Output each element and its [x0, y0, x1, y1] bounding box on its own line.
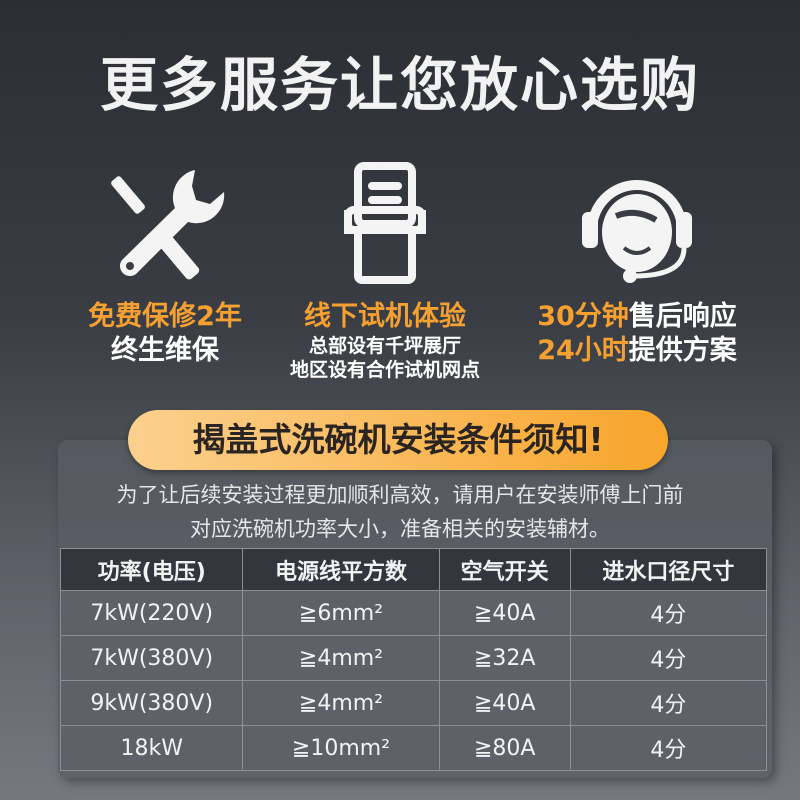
- table-cell: 9kW(380V): [59, 680, 244, 726]
- table-cell: ≧32A: [438, 635, 571, 681]
- column-header: 空气开关: [438, 548, 571, 591]
- install-requirements-table: 功率(电压) 电源线平方数 空气开关 进水口径尺寸 7kW(220V) ≧6mm²…: [59, 548, 768, 771]
- column-header: 进水口径尺寸: [569, 548, 768, 591]
- feature-text: 提供方案: [628, 335, 737, 366]
- table-cell: ≧40A: [438, 590, 571, 636]
- notice-intro: 为了让后续安装过程更加顺利高效，请用户在安装师傅上门前 对应洗碗机功率大小，准备…: [0, 478, 800, 546]
- feature-highlight: 24小时: [537, 335, 629, 366]
- column-header: 功率(电压): [59, 548, 244, 591]
- feature-support: 30分钟售后响应 24小时提供方案: [517, 160, 757, 368]
- table-row: 9kW(380V) ≧4mm² ≧40A 4分: [59, 680, 768, 726]
- table-cell: ≧10mm²: [242, 725, 440, 771]
- table-cell: ≧6mm²: [242, 590, 440, 636]
- table-header-row: 功率(电压) 电源线平方数 空气开关 进水口径尺寸: [59, 548, 768, 591]
- page-title: 更多服务让您放心选购: [99, 51, 700, 119]
- feature-sub: 总部设有千坪展厅: [308, 335, 461, 357]
- feature-line: 24小时提供方案: [517, 334, 757, 368]
- table-cell: ≧40A: [438, 680, 571, 726]
- feature-sub: 地区设有合作试机网点: [289, 359, 480, 381]
- dishwasher-icon: [344, 162, 426, 284]
- intro-line: 为了让后续安装过程更加顺利高效，请用户在安装师傅上门前: [116, 483, 684, 507]
- feature-highlight: 免费保修2年: [88, 301, 242, 332]
- table-row: 18kW ≧10mm² ≧80A 4分: [59, 725, 768, 771]
- table-cell: ≧4mm²: [242, 635, 440, 681]
- table-cell: 4分: [569, 680, 768, 726]
- feature-warranty: 免费保修2年 终生维保: [45, 160, 285, 368]
- notice-heading: 揭盖式洗碗机安装条件须知!: [128, 410, 668, 470]
- intro-line: 对应洗碗机功率大小，准备相关的安装辅材。: [190, 517, 610, 541]
- feature-text: 售后响应: [628, 301, 737, 332]
- feature-trial: 线下试机体验 总部设有千坪展厅 地区设有合作试机网点: [265, 160, 505, 382]
- headset-support-icon: [582, 180, 692, 283]
- table-cell: ≧4mm²: [242, 680, 440, 726]
- table-row: 7kW(380V) ≧4mm² ≧32A 4分: [59, 635, 768, 681]
- table-row: 7kW(220V) ≧6mm² ≧40A 4分: [59, 590, 768, 636]
- table-cell: 4分: [569, 725, 768, 771]
- table-cell: 7kW(220V): [59, 590, 244, 636]
- table-cell: 4分: [569, 590, 768, 636]
- table-cell: 4分: [569, 635, 768, 681]
- table-cell: 7kW(380V): [59, 635, 244, 681]
- feature-text: 终生维保: [111, 335, 219, 366]
- feature-highlight: 线下试机体验: [304, 301, 466, 332]
- table-cell: 18kW: [59, 725, 244, 771]
- column-header: 电源线平方数: [242, 548, 440, 591]
- feature-line: 30分钟售后响应: [517, 300, 757, 334]
- table-cell: ≧80A: [438, 725, 571, 771]
- feature-highlight: 30分钟: [537, 301, 629, 332]
- wrench-screwdriver-icon: [111, 170, 225, 280]
